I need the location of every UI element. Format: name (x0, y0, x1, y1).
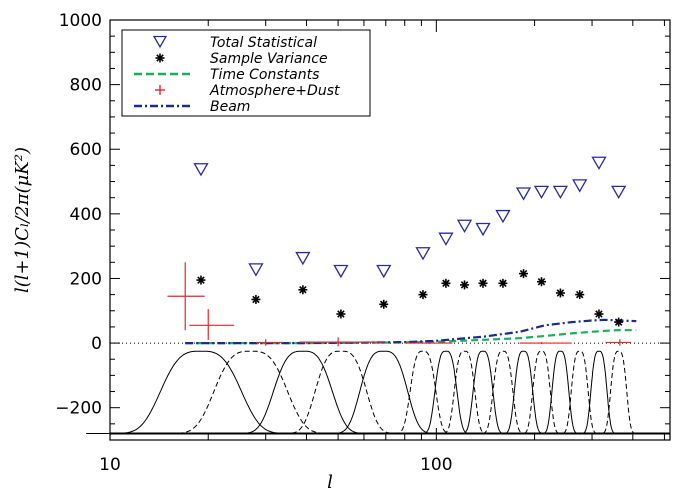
atmosphere-dust-point (519, 342, 572, 345)
window-function (576, 350, 622, 434)
total-statistical-point (495, 209, 511, 224)
window-function (267, 350, 414, 434)
sample-variance-point (336, 309, 346, 319)
y-tick-label: −200 (55, 399, 102, 419)
total-statistical-point (376, 264, 392, 279)
legend-label: Beam (210, 99, 250, 115)
y-tick-label: 200 (70, 269, 102, 289)
atmosphere-dust-point (255, 339, 284, 346)
window-function (219, 350, 387, 434)
legend-asterisk-icon (155, 53, 165, 63)
y-tick-label: 800 (70, 76, 102, 96)
total-statistical-point (475, 222, 491, 237)
total-statistical-point (552, 185, 569, 200)
x-tick-label: 10 (99, 455, 121, 475)
total-statistical-point (515, 187, 532, 201)
legend-entry: Time Constants (134, 67, 319, 83)
legend-label: Sample Variance (210, 51, 328, 67)
window-function (555, 350, 604, 434)
sample-variance-point (298, 285, 308, 295)
sample-variance-point (379, 299, 389, 309)
sample-variance-point (575, 290, 585, 300)
sample-variance-point (460, 280, 470, 290)
sample-variance-point (251, 294, 261, 304)
total-statistical-point (591, 156, 607, 170)
window-functions (86, 350, 642, 434)
window-function (454, 350, 512, 434)
legend-entry: Atmosphere+Dust (155, 83, 340, 99)
sample-variance-point (519, 269, 529, 279)
total-statistical-point (611, 185, 627, 200)
atmosphere-dust-point (167, 262, 205, 331)
atmosphere-dust-point (404, 342, 453, 345)
y-axis-title: l(l+1)Cₗ/2π(μK²) (12, 147, 33, 293)
total-statistical-point (415, 247, 431, 261)
window-function (435, 350, 494, 434)
window-function (497, 350, 550, 434)
y-tick-label: 1000 (59, 11, 102, 31)
sample-variance-point (555, 288, 565, 298)
legend-entry: Sample Variance (155, 51, 328, 67)
window-function (86, 350, 316, 434)
beam-curve (185, 318, 637, 345)
x-tick-label: 100 (420, 455, 452, 475)
sample-variance-point (196, 275, 206, 285)
sample-variance-point (594, 309, 604, 319)
total-statistical-point (193, 163, 209, 177)
total-statistical-point (248, 263, 264, 277)
x-axis-title: l (327, 472, 333, 493)
total-statistical-point (333, 264, 349, 279)
legend-entry: Total Statistical (152, 35, 317, 51)
legend-entry: Beam (134, 99, 250, 115)
sample-variance-point (478, 278, 488, 288)
y-tick-label: 400 (70, 205, 102, 225)
total-statistical-point (533, 185, 550, 200)
window-function (536, 350, 585, 434)
window-function (414, 350, 478, 434)
sample-variance-point (614, 317, 624, 327)
sample-variance-point (536, 277, 546, 287)
sample-variance-point (498, 278, 508, 288)
total-statistical-point (438, 232, 454, 246)
y-tick-label: 600 (70, 140, 102, 160)
total-statistical-point (572, 179, 588, 193)
sample-variance-point (418, 290, 428, 300)
legend-label: Atmosphere+Dust (209, 83, 340, 99)
sample-variance-point (441, 278, 451, 288)
window-function (386, 350, 460, 434)
axes: −200 0 200 400 600 800 1000 10 100 l l(l+1)Cₗ/2π(μ… (12, 11, 671, 493)
series-layer (167, 156, 637, 347)
atmosphere-dust-point (605, 339, 632, 346)
atmosphere-dust-point (189, 309, 235, 340)
legend-triangle-icon (152, 35, 168, 49)
window-function (595, 350, 642, 434)
legend-label: Time Constants (210, 67, 319, 83)
window-function (516, 350, 567, 434)
zero-line (110, 342, 670, 435)
window-function (146, 350, 356, 434)
window-function (315, 350, 452, 434)
y-tick-label: 0 (91, 334, 102, 354)
total-statistical-point (295, 251, 311, 266)
window-function (474, 350, 532, 434)
total-statistical-point (456, 219, 473, 233)
atmosphere-dust-point (299, 337, 386, 347)
legend-label: Total Statistical (210, 35, 317, 51)
